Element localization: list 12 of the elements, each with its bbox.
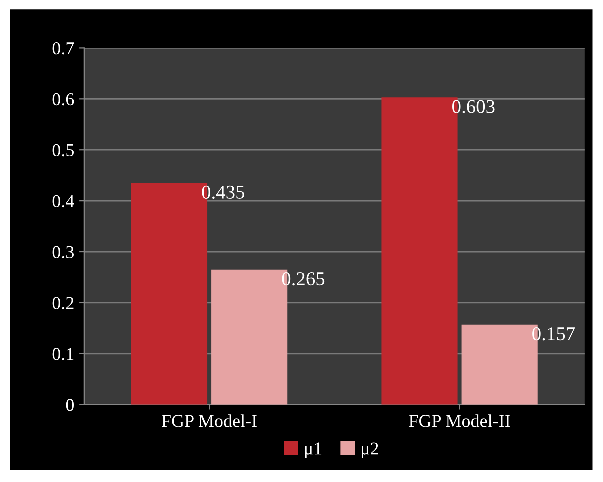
legend-label: μ2 (362, 442, 378, 459)
y-tick-label: 0 (66, 399, 74, 412)
legend-label: μ1 (305, 442, 322, 459)
x-tick-label: FGP Model-I (162, 414, 257, 428)
x-tick-label: FGP Model-II (409, 414, 510, 428)
y-tick-label: 0.6 (52, 93, 74, 106)
y-tick-label: 0.4 (52, 195, 74, 208)
y-tick-label: 0.5 (52, 144, 74, 157)
y-tick-label: 0.7 (52, 42, 74, 55)
y-tick-label: 0.2 (52, 297, 74, 310)
y-tick-label: 0.3 (52, 246, 74, 259)
y-tick-label: 0.1 (52, 348, 74, 360)
